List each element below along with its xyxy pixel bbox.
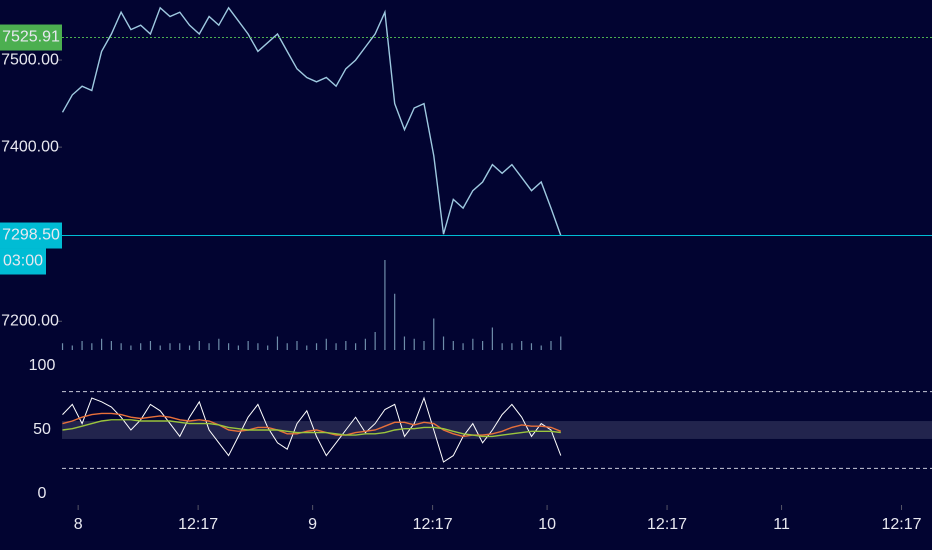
y-tick-label: 7500.00 (1, 51, 59, 68)
volume-bar (237, 345, 239, 350)
x-tick-label: 10 (538, 516, 556, 533)
volume-bar (491, 327, 493, 350)
volume-bar (462, 343, 464, 350)
volume-bar (472, 338, 474, 350)
volume-bar (267, 345, 269, 350)
volume-bar (218, 338, 220, 350)
volume-bar (188, 345, 191, 350)
volume-bar (355, 343, 357, 350)
volume-bar (413, 338, 415, 350)
volume-bar (198, 341, 200, 350)
volume-bar (384, 260, 386, 350)
y-tick-label: 7200.00 (1, 312, 59, 329)
y-tick-label: 0 (38, 485, 47, 502)
volume-bar (325, 338, 327, 350)
y-tick-label: 50 (33, 421, 51, 438)
price-badge-label: 7298.50 (2, 227, 60, 244)
volume-bar (306, 345, 308, 350)
oscillator-band (62, 421, 932, 439)
volume-bar (403, 336, 406, 350)
volume-bar (110, 341, 112, 350)
volume-bar (71, 345, 73, 350)
price-line (61, 6, 562, 236)
x-tick-label: 12:17 (178, 516, 218, 533)
volume-bar (101, 338, 103, 350)
x-tick-label: 12:17 (413, 516, 453, 533)
volume-bar (91, 343, 93, 350)
y-tick-label: 100 (29, 357, 56, 374)
volume-bar (511, 343, 513, 350)
y-tick-label: 7400.00 (1, 138, 59, 155)
volume-bar (345, 341, 347, 350)
volume-bar (530, 343, 533, 350)
volume-bar (61, 343, 64, 350)
oscillator-line (62, 396, 562, 463)
volume-bar (81, 341, 83, 350)
volume-bar (120, 343, 122, 350)
price-badge-label: 7525.91 (2, 29, 60, 46)
x-tick-label: 12:17 (647, 516, 687, 533)
x-tick-label: 8 (74, 516, 83, 533)
volume-bar (130, 345, 132, 350)
volume-bar (140, 343, 142, 350)
volume-bar (423, 341, 425, 350)
volume-bar (247, 341, 249, 350)
volume-bar (315, 343, 318, 350)
x-tick-label: 11 (773, 516, 790, 533)
volume-bar (394, 293, 396, 350)
volume-bar (149, 341, 152, 350)
volume-bar (374, 332, 376, 350)
volume-bar (208, 343, 210, 350)
countdown-badge (0, 248, 46, 275)
x-tick-label: 9 (308, 516, 317, 533)
volume-bar (442, 336, 445, 350)
volume-bar (159, 345, 161, 350)
volume-bar (364, 338, 366, 350)
volume-bar (540, 345, 542, 350)
volume-bar (560, 336, 562, 350)
volume-bar (169, 343, 171, 350)
volume-bar (257, 343, 259, 350)
volume-bar (482, 341, 484, 350)
volume-bar (228, 343, 230, 350)
price-badge (0, 24, 62, 51)
volume-bar (521, 341, 523, 350)
volume-bar (335, 343, 337, 350)
countdown-label: 03:00 (3, 253, 43, 270)
x-tick-label: 12:17 (881, 516, 921, 533)
volume-bar (452, 341, 454, 350)
volume-bar (433, 318, 435, 350)
volume-bar (296, 341, 298, 350)
oscillator-line (62, 419, 561, 438)
volume-bar (286, 343, 288, 350)
volume-bar (501, 343, 503, 350)
volume-bar (179, 343, 181, 350)
volume-bar (276, 336, 279, 350)
price-badge (0, 222, 62, 249)
volume-bar (550, 341, 552, 350)
